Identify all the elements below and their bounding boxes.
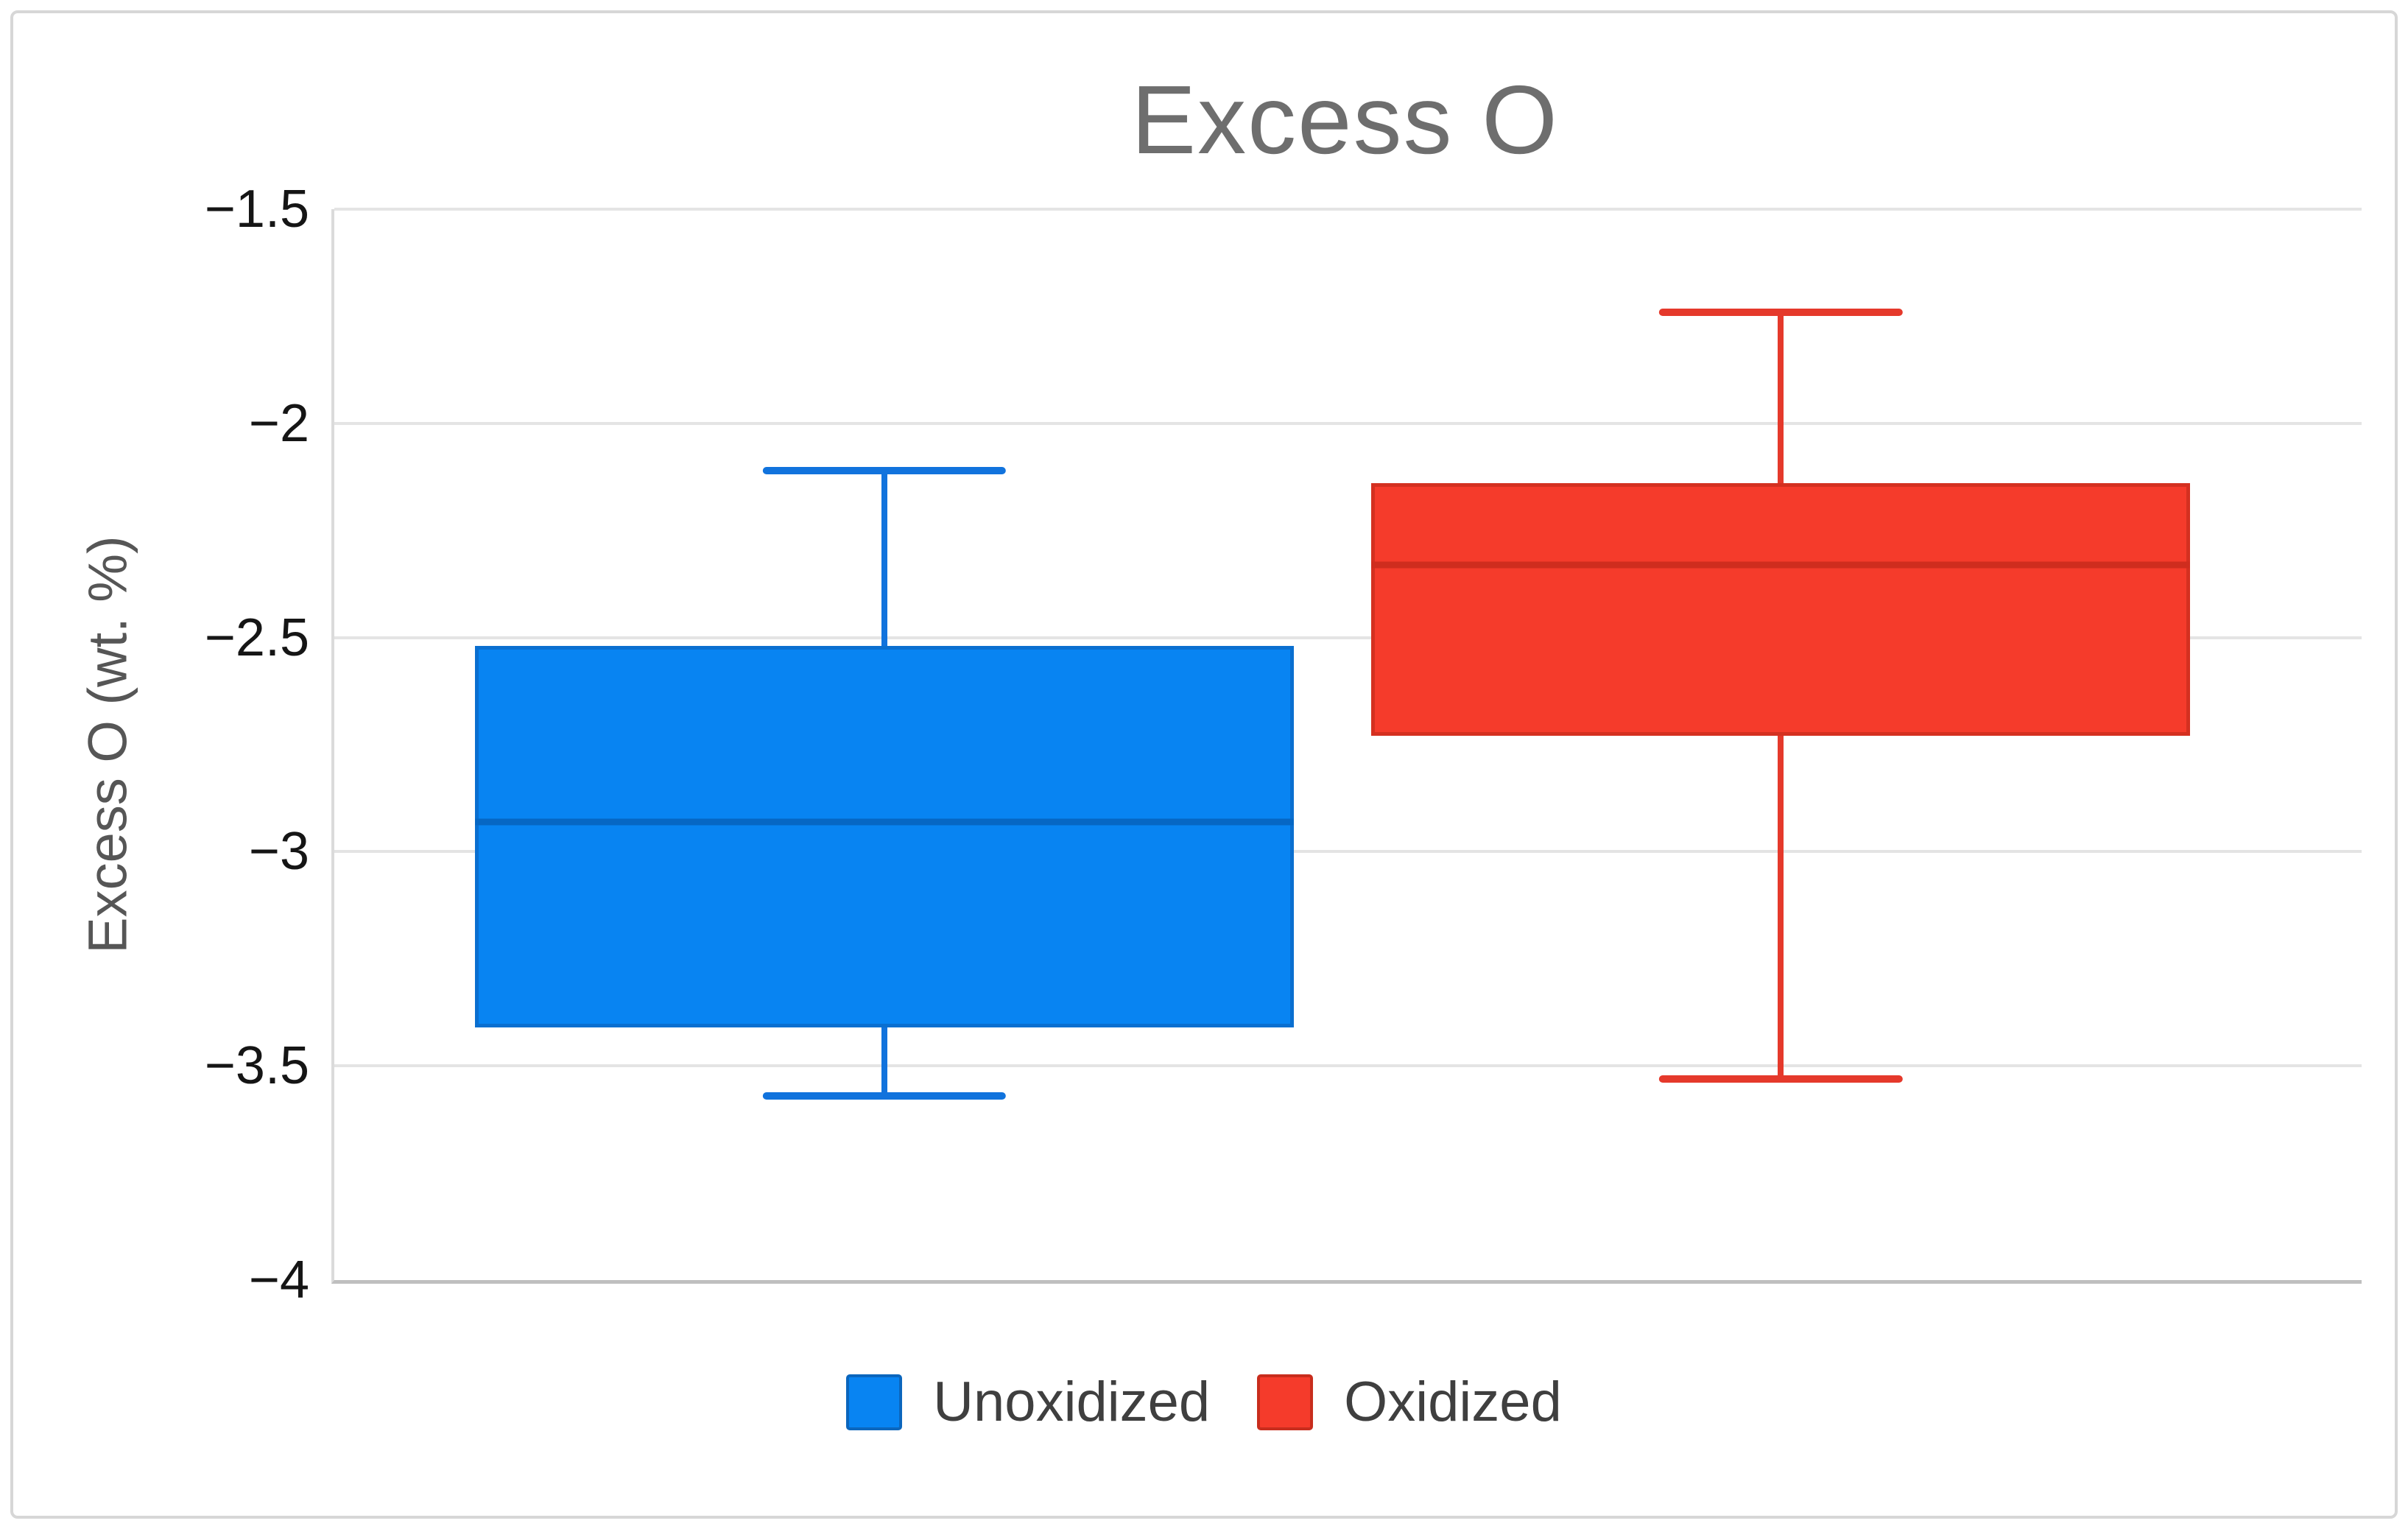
chart-card: Excess O Excess O (wt. %) −1.5 −2 −2.5 −3 −3… [10,10,2398,1519]
box-unoxidized[interactable] [474,646,1294,1027]
y-axis-title: Excess O (wt. %) [77,535,138,954]
y-tick-label: −4 [248,1251,309,1310]
plot-area[interactable]: −1.5 −2 −2.5 −3 −3.5 −4 [205,180,2362,1310]
gridline [334,850,2362,854]
legend-item-unoxidized[interactable]: Unoxidized [846,1370,1210,1434]
legend-item-oxidized[interactable]: Oxidized [1257,1370,1562,1434]
whisker-upper-unoxidized[interactable] [881,470,887,647]
median-oxidized[interactable] [1371,561,2191,569]
median-unoxidized[interactable] [474,818,1294,826]
gridline [334,208,2362,211]
gridline [334,1064,2362,1068]
y-tick-label: −1.5 [204,180,309,239]
y-tick-label: −2 [248,393,309,453]
legend: Unoxidized Oxidized [13,1370,2395,1434]
whisker-cap-max-oxidized[interactable] [1659,308,1903,316]
y-tick-label: −2.5 [204,608,309,667]
gridline [334,421,2362,425]
whisker-upper-oxidized[interactable] [1778,312,1784,484]
legend-label: Unoxidized [933,1371,1211,1433]
legend-swatch-unoxidized [846,1374,903,1430]
legend-label: Oxidized [1344,1371,1562,1433]
legend-swatch-oxidized [1257,1374,1314,1430]
whisker-lower-oxidized[interactable] [1778,736,1784,1079]
whisker-cap-max-unoxidized[interactable] [762,466,1006,474]
gridline [334,636,2362,639]
y-tick-label: −3.5 [204,1036,309,1096]
y-tick-label: −3 [248,822,309,882]
whisker-cap-min-oxidized[interactable] [1659,1075,1903,1083]
whisker-lower-unoxidized[interactable] [881,1027,887,1096]
chart-title: Excess O [1131,66,1559,174]
whisker-cap-min-unoxidized[interactable] [762,1092,1006,1100]
box-oxidized[interactable] [1371,483,2191,737]
